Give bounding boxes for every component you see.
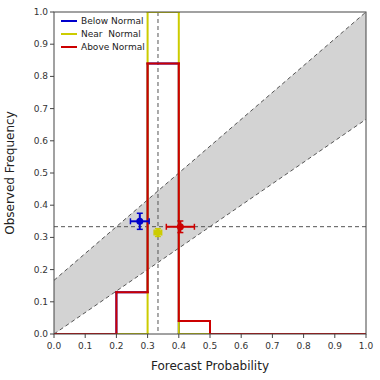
y-tick <box>50 205 54 206</box>
climatology-line <box>54 226 366 227</box>
histogram-series <box>54 12 366 334</box>
x-tick-label: 0.8 <box>296 341 311 351</box>
histogram-step <box>148 63 179 65</box>
plot-area <box>54 12 366 334</box>
x-tick <box>116 334 117 338</box>
error-cap <box>148 218 150 224</box>
histogram-step <box>116 291 147 293</box>
x-tick-label: 0.3 <box>140 341 154 351</box>
legend-label: Below Normal <box>81 16 144 26</box>
x-tick-label: 0.0 <box>47 341 62 351</box>
legend-swatch <box>61 20 77 22</box>
x-axis-label: Forecast Probability <box>151 359 269 373</box>
step-riser <box>209 321 211 334</box>
error-cap <box>177 220 183 222</box>
step-riser <box>178 64 180 334</box>
x-tick-label: 0.7 <box>265 341 279 351</box>
y-tick <box>50 269 54 270</box>
error-cap <box>177 232 183 234</box>
histogram-step <box>116 291 147 293</box>
error-point <box>166 221 194 233</box>
y-tick-label: 0.0 <box>34 329 49 339</box>
error-point <box>130 213 149 229</box>
legend-label: Near Normal <box>81 29 141 39</box>
y-tick-label: 0.1 <box>34 297 48 307</box>
histogram-step <box>179 320 210 322</box>
x-tick <box>85 334 86 338</box>
x-tick <box>54 334 55 338</box>
x-tick <box>303 334 304 338</box>
y-tick-label: 0.2 <box>34 265 48 275</box>
error-cap <box>137 229 143 231</box>
legend: Below Normal Near Normal Above Normal <box>61 16 145 52</box>
skill-zone <box>54 12 366 334</box>
y-tick <box>50 76 54 77</box>
legend-swatch <box>61 33 77 35</box>
y-tick-label: 0.6 <box>34 136 49 146</box>
point <box>177 223 184 230</box>
x-tick <box>241 334 242 338</box>
error-cap <box>194 224 196 230</box>
y-axis-label: Observed Frequency <box>3 111 17 235</box>
step-riser <box>178 12 180 334</box>
x-tick <box>272 334 273 338</box>
y-tick <box>50 301 54 302</box>
diagonal-line <box>54 119 366 334</box>
step-riser <box>147 64 149 293</box>
x-tick <box>210 334 211 338</box>
x-tick <box>147 334 148 338</box>
y-tick <box>50 44 54 45</box>
y-tick-label: 0.3 <box>34 232 48 242</box>
y-tick-label: 1.0 <box>34 7 49 17</box>
y-tick-label: 0.9 <box>34 39 49 49</box>
histogram-series <box>54 64 366 334</box>
y-tick-label: 0.8 <box>34 71 49 81</box>
x-tick-label: 0.6 <box>234 341 249 351</box>
error-cap <box>130 218 132 224</box>
histogram-series <box>54 64 366 334</box>
y-tick-label: 0.4 <box>34 200 49 210</box>
y-tick <box>50 173 54 174</box>
y-tick <box>50 12 54 13</box>
x-tick-label: 0.4 <box>172 341 187 351</box>
error-point <box>154 229 161 237</box>
x-tick <box>366 334 367 338</box>
legend-label: Above Normal <box>81 42 145 52</box>
step-riser <box>147 64 149 293</box>
y-tick <box>50 140 54 141</box>
y-tick-label: 0.7 <box>34 104 48 114</box>
x-tick <box>178 334 179 338</box>
plot-background <box>54 12 366 334</box>
y-tick <box>50 108 54 109</box>
x-tick-label: 0.5 <box>203 341 217 351</box>
diagonal-line <box>54 12 366 280</box>
step-riser <box>115 292 117 334</box>
x-tick <box>334 334 335 338</box>
step-riser <box>115 292 117 334</box>
legend-swatch <box>61 46 77 48</box>
plot-frame <box>54 12 366 334</box>
y-tick <box>50 237 54 238</box>
step-riser <box>178 64 180 322</box>
histogram-step <box>148 63 179 65</box>
point <box>136 218 143 225</box>
chart: 0.0 0.1 0.2 0.3 0.4 0.5 0.6 0.7 0.8 0.9 1.0 0.0 0.1 0… <box>0 0 380 380</box>
x-tick-label: 0.9 <box>328 341 343 351</box>
x-tick-label: 0.2 <box>109 341 123 351</box>
y-tick-label: 0.5 <box>34 168 48 178</box>
y-tick <box>50 334 54 335</box>
step-riser <box>147 12 149 334</box>
error-cap <box>166 224 168 230</box>
x-tick-label: 0.1 <box>78 341 92 351</box>
point <box>154 229 161 236</box>
climatology-line <box>157 12 158 334</box>
x-tick-label: 1.0 <box>359 341 374 351</box>
error-cap <box>137 213 143 215</box>
